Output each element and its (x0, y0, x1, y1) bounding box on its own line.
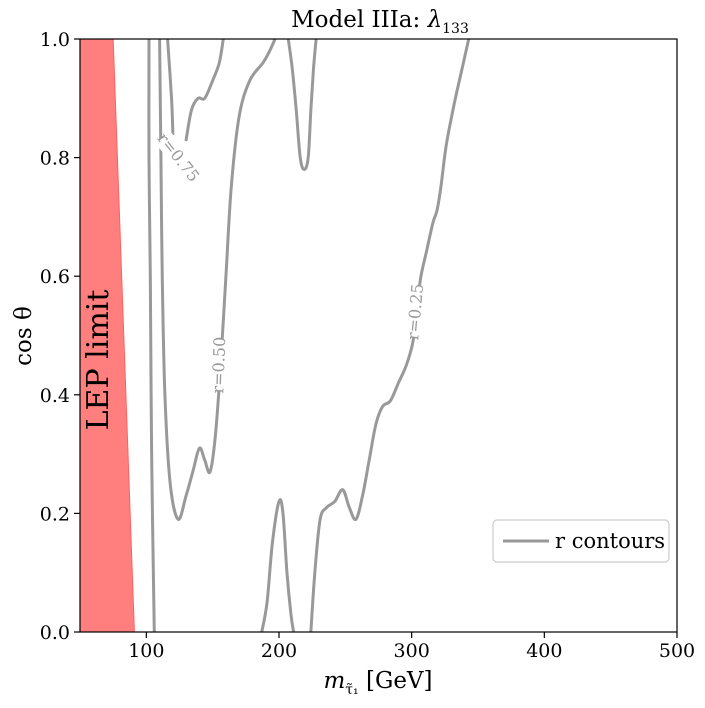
x-tick-label: 200 (261, 640, 297, 662)
r-contour-line (147, 39, 156, 632)
r-contour-line (260, 498, 296, 632)
y-tick-label: 0.2 (40, 503, 70, 525)
plot-frame (79, 38, 678, 633)
y-tick-label: 0.8 (40, 148, 70, 170)
contour-label: r=0.25 (403, 283, 427, 341)
y-tick-label: 0.4 (40, 385, 70, 407)
x-tick-label: 500 (659, 640, 695, 662)
r-contour-line (286, 39, 318, 171)
r-contour-line (184, 39, 225, 142)
contour-label-group: r=0.25 (403, 283, 427, 341)
y-tick-label: 1.0 (40, 29, 70, 51)
contour-label-backing (208, 338, 230, 392)
contour-label-backing (155, 130, 203, 184)
x-tick-label: 100 (128, 640, 164, 662)
lep-excluded-region (80, 39, 135, 632)
r-contour-line (309, 39, 471, 632)
lep-limit-label: LEP limit (81, 290, 116, 431)
legend-label: r contours (555, 529, 665, 553)
chart-title: Model IIIa: λ133 (291, 7, 469, 37)
y-axis-title: cos θ (11, 306, 37, 366)
r-contour-line (166, 39, 175, 136)
contour-label-backing (403, 285, 427, 339)
x-tick-label: 300 (394, 640, 430, 662)
contour-label-group: r=0.50 (208, 336, 229, 393)
y-tick-label: 0.0 (40, 622, 70, 644)
x-tick-label: 400 (526, 640, 562, 662)
legend-box (492, 519, 670, 563)
y-tick-label: 0.6 (40, 266, 70, 288)
r-contour-line (158, 39, 277, 521)
x-axis-title: mτ̃₁ [GeV] (323, 668, 432, 698)
legend: r contours (492, 519, 670, 563)
contour-label: r=0.50 (208, 336, 229, 393)
